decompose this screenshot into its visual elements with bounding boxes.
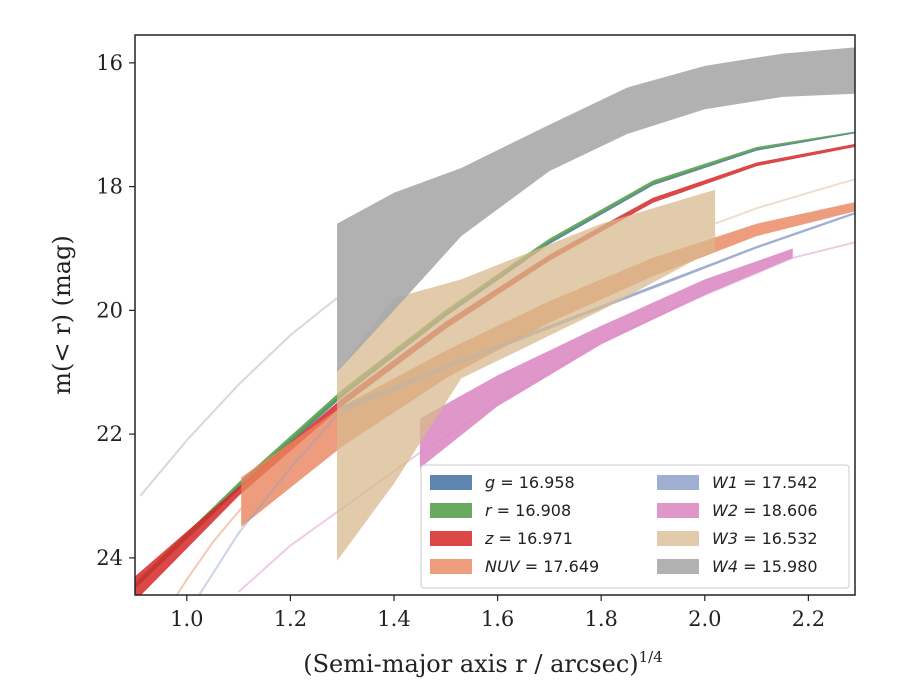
series-4-extrapolation-line — [197, 408, 343, 595]
series-layer — [135, 47, 855, 595]
y-tick-label: 18 — [96, 175, 123, 199]
legend-swatch — [430, 559, 472, 574]
y-tick-label: 24 — [96, 546, 123, 570]
x-tick-label: 1.4 — [377, 607, 410, 631]
legend-label: W1 = 17.542 — [712, 473, 818, 492]
x-tick-label: 1.8 — [584, 607, 617, 631]
series-3-extrapolation-line — [175, 507, 242, 595]
legend-swatch — [430, 475, 472, 490]
legend-swatch — [430, 503, 472, 518]
series-7-extrapolation-line — [139, 297, 338, 497]
x-tick-label: 1.0 — [170, 607, 203, 631]
legend-swatch — [430, 531, 472, 546]
legend-swatch — [657, 475, 699, 490]
x-axis-label-superscript: 1/4 — [639, 648, 663, 666]
legend-label: W2 = 18.606 — [712, 501, 818, 520]
x-axis-label: (Semi-major axis r / arcsec)1/4 — [303, 648, 663, 678]
legend-swatch — [657, 559, 699, 574]
legend-label: z = 16.971 — [484, 529, 573, 548]
x-ticks: 1.0 1.2 1.4 1.6 1.8 2.0 2.2 — [170, 595, 825, 631]
y-tick-label: 16 — [96, 51, 123, 75]
legend-label: g = 16.958 — [485, 473, 575, 492]
x-tick-label: 1.2 — [274, 607, 307, 631]
legend-swatch — [657, 503, 699, 518]
x-tick-label: 2.0 — [688, 607, 721, 631]
y-axis-label: m(< r) (mag) — [48, 235, 76, 394]
x-tick-label: 1.6 — [481, 607, 514, 631]
series-4-band — [342, 212, 855, 413]
legend-label: W3 = 16.532 — [712, 529, 818, 548]
series-6-extrapolation-line — [714, 178, 855, 225]
y-ticks: 16 18 20 22 24 — [96, 51, 135, 570]
series-6-band — [337, 189, 716, 561]
legend-label: r = 16.908 — [485, 501, 571, 520]
y-tick-label: 22 — [96, 422, 123, 446]
x-tick-label: 2.2 — [792, 607, 825, 631]
legend-label: NUV = 17.649 — [485, 557, 599, 576]
y-tick-label: 20 — [96, 298, 123, 322]
x-axis-label-main: (Semi-major axis r / arcsec) — [303, 650, 638, 678]
plot-frame — [134, 34, 856, 596]
legend-box — [420, 464, 850, 589]
legend-entries: g = 16.958 r = 16.908 z = 16.971 NUV = 17.6… — [430, 473, 818, 576]
series-5-band — [419, 248, 793, 469]
legend-label: W4 = 15.980 — [712, 557, 818, 576]
legend-swatch — [657, 531, 699, 546]
legend: g = 16.958 r = 16.908 z = 16.971 NUV = 17.6… — [420, 464, 850, 589]
series-7-band — [337, 47, 855, 373]
